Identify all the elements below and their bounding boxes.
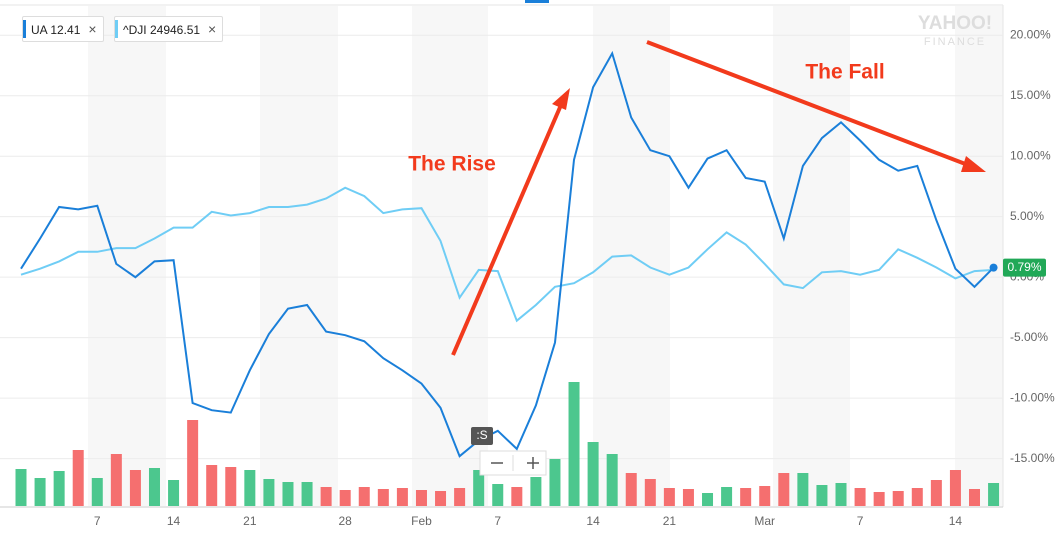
volume-bar bbox=[91, 478, 103, 506]
series-line bbox=[20, 186, 994, 323]
volume-bar bbox=[949, 470, 961, 506]
volume-bar bbox=[969, 489, 980, 506]
volume-bar bbox=[663, 488, 675, 506]
volume-bar bbox=[358, 487, 370, 506]
volume-bar bbox=[492, 484, 504, 506]
volume-bar bbox=[606, 454, 618, 506]
volume-bar bbox=[168, 480, 180, 506]
x-tick-label: Feb bbox=[411, 514, 432, 528]
volume-bar bbox=[511, 487, 523, 506]
y-tick-label: -15.00% bbox=[1010, 451, 1055, 465]
plot bbox=[0, 34, 1003, 506]
value-badge bbox=[1003, 258, 1046, 277]
volume-bar bbox=[568, 382, 580, 506]
volume-bar bbox=[682, 489, 694, 506]
volume-bar bbox=[740, 488, 752, 506]
volume-bar bbox=[263, 479, 275, 506]
volume-bar bbox=[339, 490, 351, 506]
annotation: The Fall bbox=[805, 61, 884, 84]
y-tick-label: -5.00% bbox=[1010, 330, 1048, 344]
volume-bar bbox=[320, 487, 332, 506]
volume-bar bbox=[454, 488, 466, 506]
tab bbox=[525, 0, 549, 3]
volume-bar bbox=[816, 485, 828, 506]
x-tick-label: 14 bbox=[949, 514, 963, 528]
series-line bbox=[20, 50, 995, 458]
volume-bar bbox=[435, 491, 447, 506]
x-tick-label: 28 bbox=[339, 514, 353, 528]
volume-bar bbox=[835, 483, 847, 506]
volume-bar bbox=[396, 488, 408, 506]
volume-bar bbox=[911, 488, 923, 506]
y-tick-label: 5.00% bbox=[1010, 209, 1044, 223]
volume-bar bbox=[15, 469, 27, 506]
volume-bar bbox=[892, 491, 904, 506]
volume-bar bbox=[473, 470, 485, 506]
volume-bar bbox=[873, 492, 885, 506]
y-tick-label: -10.00% bbox=[1010, 390, 1055, 404]
volume-bar bbox=[53, 471, 65, 506]
value-label: 0.79% bbox=[1007, 260, 1041, 274]
volume-bar bbox=[721, 487, 733, 506]
volume-bar bbox=[549, 459, 561, 506]
volume-bar bbox=[854, 488, 866, 506]
arrows bbox=[451, 40, 986, 356]
volume-bar bbox=[206, 465, 218, 506]
x-tick-label: 21 bbox=[243, 514, 257, 528]
volume-bar bbox=[988, 483, 1000, 506]
volume-bar bbox=[148, 468, 160, 506]
volume-bar bbox=[587, 442, 599, 506]
y-tick-label: 10.00% bbox=[1010, 148, 1051, 162]
volume-bar bbox=[415, 490, 427, 506]
x-tick-label: 7 bbox=[857, 514, 864, 528]
volume-bar bbox=[377, 489, 389, 506]
volume-bar bbox=[244, 470, 256, 506]
zoom-controls[interactable] bbox=[479, 450, 547, 476]
volume-bar bbox=[187, 420, 199, 506]
volume-bar bbox=[225, 467, 237, 506]
week-shading bbox=[88, 6, 1003, 506]
x-tick-label: 7 bbox=[494, 514, 501, 528]
legend-price: 24946.51 bbox=[149, 23, 201, 37]
volume-bar bbox=[702, 493, 714, 506]
volume-bar bbox=[301, 482, 313, 506]
volume-bar bbox=[72, 450, 84, 506]
x-tick-label: 14 bbox=[586, 514, 600, 528]
watermark: FINANCE bbox=[924, 36, 986, 48]
tag: :S bbox=[476, 428, 487, 442]
legend-name: UA bbox=[31, 23, 48, 37]
volume-bar bbox=[34, 478, 46, 506]
annotation: The Rise bbox=[408, 153, 496, 176]
x-tick-label: Mar bbox=[754, 514, 775, 528]
x-tick-label: 7 bbox=[94, 514, 101, 528]
volume-bar bbox=[530, 477, 542, 506]
volume-bar bbox=[759, 486, 771, 506]
volume-bar bbox=[930, 480, 942, 506]
watermark: YAHOO! bbox=[918, 13, 992, 34]
volume-bar bbox=[778, 473, 790, 506]
legend-name: ^DJI bbox=[123, 23, 147, 37]
volume-bar bbox=[110, 454, 122, 506]
x-tick-label: 14 bbox=[167, 514, 181, 528]
legend-price: 12.41 bbox=[50, 23, 81, 37]
volume-bar bbox=[282, 482, 294, 506]
tag-box bbox=[471, 427, 493, 445]
y-tick-label: 15.00% bbox=[1010, 88, 1051, 102]
volume-bar bbox=[644, 479, 656, 506]
x-tick-label: 21 bbox=[663, 514, 677, 528]
legend-chip[interactable]: UA 12.41 × bbox=[22, 16, 104, 42]
last-point bbox=[989, 263, 998, 272]
volume-bar bbox=[797, 473, 809, 506]
legend-chip[interactable]: ^DJI 24946.51 × bbox=[114, 16, 224, 42]
y-tick-label: 20.00% bbox=[1010, 27, 1051, 41]
volume-bar bbox=[129, 470, 141, 506]
volume-bar bbox=[625, 473, 637, 506]
